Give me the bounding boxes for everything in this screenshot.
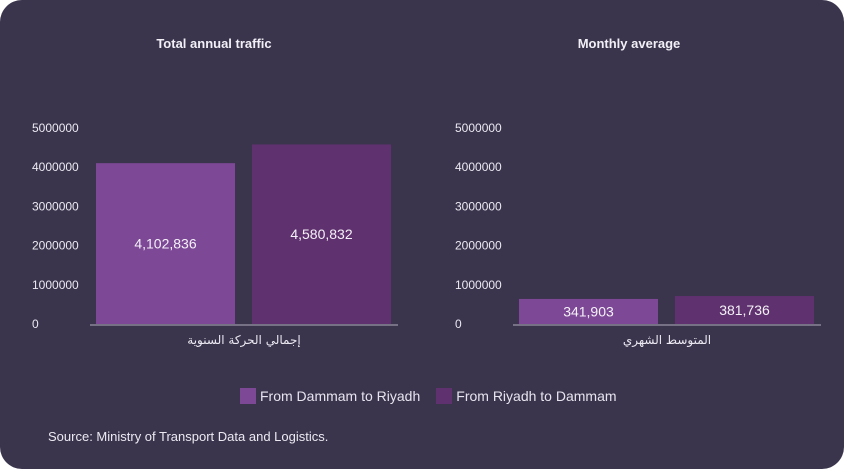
data-label: 341,903 (563, 303, 614, 319)
data-label: 4,580,832 (290, 226, 352, 242)
legend-item-dammam-to-riyadh[interactable]: From Dammam to Riyadh (240, 388, 420, 404)
legend: From Dammam to Riyadh From Riyadh to Dam… (240, 388, 617, 404)
legend-label: From Riyadh to Dammam (456, 388, 617, 404)
y-tick-label: 0 (455, 317, 462, 331)
y-tick-label: 1000000 (32, 278, 79, 292)
legend-item-riyadh-to-dammam[interactable]: From Riyadh to Dammam (436, 388, 617, 404)
data-label: 4,102,836 (134, 236, 196, 252)
source-note: Source: Ministry of Transport Data and L… (48, 429, 329, 444)
y-tick-label: 5000000 (455, 121, 502, 135)
chart-title-annual: Total annual traffic (156, 36, 272, 51)
bar-from-dammam-to-riyadh (96, 163, 235, 324)
y-tick-label: 4000000 (32, 160, 79, 174)
bar-from-dammam-to-riyadh (519, 298, 658, 324)
legend-swatch (436, 388, 453, 404)
bar-from-riyadh-to-dammam (252, 144, 391, 324)
legend-label: From Dammam to Riyadh (260, 388, 421, 404)
y-tick-label: 2000000 (32, 239, 79, 253)
y-tick-label: 1000000 (455, 278, 502, 292)
bar-from-riyadh-to-dammam (675, 296, 814, 324)
x-category-label: إجمالي الحركة السنوية (187, 333, 300, 348)
y-tick-label: 2000000 (455, 239, 502, 253)
legend-swatch (240, 388, 256, 404)
data-label: 381,736 (719, 302, 770, 318)
y-tick-label: 5000000 (32, 121, 79, 135)
y-tick-label: 3000000 (455, 199, 502, 213)
x-category-label: المتوسط الشهري (623, 333, 711, 348)
y-tick-label: 0 (32, 317, 39, 331)
y-tick-label: 3000000 (32, 199, 79, 213)
y-tick-label: 4000000 (455, 160, 502, 174)
chart-title-monthly: Monthly average (577, 36, 681, 51)
